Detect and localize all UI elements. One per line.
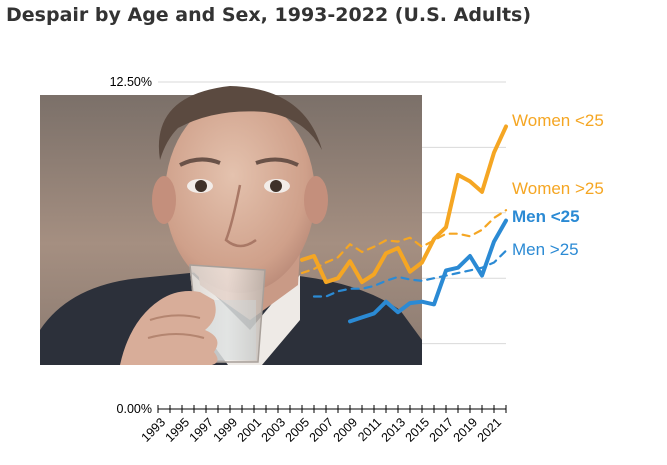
x-tick-label: 1999 xyxy=(211,415,241,445)
x-tick-label: 2019 xyxy=(451,415,481,445)
series-line xyxy=(300,124,508,285)
series-label: Women >25 xyxy=(512,179,604,198)
series-label: Men >25 xyxy=(512,240,579,259)
x-tick-label: 2003 xyxy=(259,415,289,445)
x-tick-label: 2021 xyxy=(475,415,505,445)
series-line xyxy=(300,209,508,275)
x-tick-label: 2015 xyxy=(403,415,433,445)
x-tick-label: 2001 xyxy=(235,415,265,445)
series-line xyxy=(312,249,508,298)
x-tick-label: 2017 xyxy=(427,415,457,445)
series-line xyxy=(348,218,508,324)
x-tick-label: 2011 xyxy=(355,415,384,444)
chart-title: Despair by Age and Sex, 1993-2022 (U.S. … xyxy=(6,4,532,26)
y-tick-label: 0.00% xyxy=(117,402,152,416)
x-tick-label: 2007 xyxy=(307,415,337,445)
x-tick-label: 1993 xyxy=(139,415,169,445)
series-label: Women <25 xyxy=(512,111,604,130)
series-label: Men <25 xyxy=(512,207,580,226)
x-tick-label: 2009 xyxy=(331,415,361,445)
x-tick-label: 1995 xyxy=(163,415,193,445)
photo-overlay xyxy=(40,86,422,365)
x-tick-label: 2005 xyxy=(283,415,313,445)
x-tick-label: 2013 xyxy=(379,415,409,445)
y-tick-label: 12.50% xyxy=(110,75,152,89)
x-tick-label: 1997 xyxy=(187,415,217,445)
